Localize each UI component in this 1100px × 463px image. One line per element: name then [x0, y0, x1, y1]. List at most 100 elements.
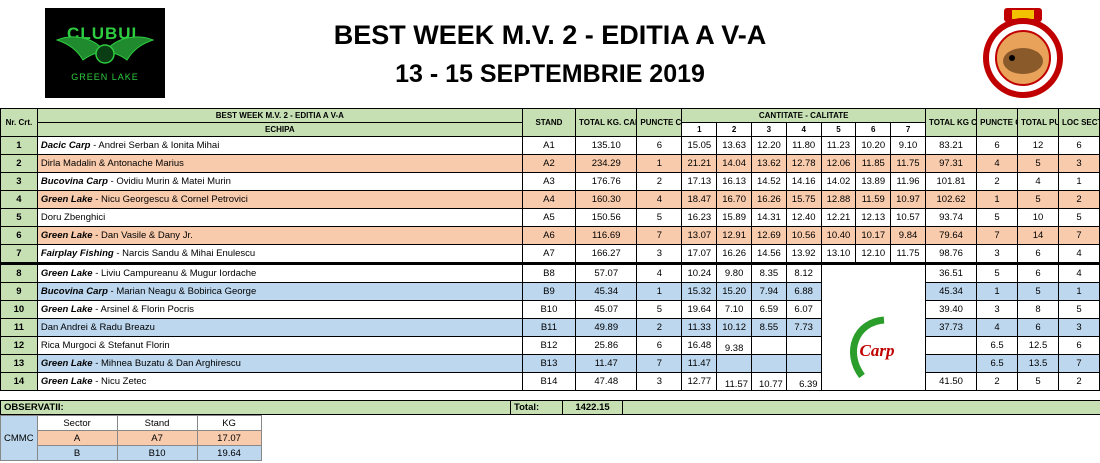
row-number: 10	[0, 300, 38, 319]
loc-sector-cell: 3	[1057, 154, 1100, 173]
fish-weight-cell: 9.10	[890, 136, 926, 155]
fish-weight-cell: 12.91	[716, 226, 752, 245]
stand-cell: A7	[521, 244, 577, 264]
team-name-cell: Green Lake - Nicu Georgescu & Cornel Pet…	[36, 190, 523, 209]
table-row: 9 Bucovina Carp - Marian Neagu & Bobirica…	[0, 282, 1100, 301]
fish-weight-cell: 11.85	[855, 154, 892, 173]
puncte-calit-cell: 3	[976, 244, 1019, 264]
loc-sector-cell: 7	[1057, 354, 1100, 373]
loc-sector-cell: 2	[1057, 372, 1100, 391]
team-members: - Arsinel & Florin Pocris	[92, 304, 194, 315]
team-members: Dirla Madalin & Antonache Marius	[40, 158, 184, 169]
stand-cell: A1	[521, 136, 577, 155]
total-kg-cell: 57.07	[575, 262, 638, 283]
total-kg-calitate-cell: 102.62	[924, 190, 978, 209]
cmmc-cell: A	[36, 430, 118, 446]
table-row: 6 Green Lake - Dan Vasile & Dany Jr. A6 116…	[0, 226, 1100, 245]
total-puncte-cell: 12	[1017, 136, 1059, 155]
total-kg-cell: 135.10	[575, 136, 638, 155]
loc-sector-cell: 5	[1057, 208, 1100, 227]
team-club: Dacic Carp	[40, 140, 91, 151]
stand-cell: B12	[521, 336, 577, 355]
team-club: Green Lake	[40, 304, 93, 315]
fish-weight-cell: 18.47	[681, 190, 718, 209]
row-number: 8	[0, 262, 38, 283]
stand-cell: B8	[521, 262, 577, 283]
total-kg-calitate-cell: 97.31	[924, 154, 978, 173]
team-name-cell: Dan Andrei & Radu Breazu	[36, 318, 523, 337]
table-row: 10 Green Lake - Arsinel & Florin Pocris B1…	[0, 300, 1100, 319]
fish-weight-cell: 14.16	[785, 172, 822, 191]
loc-sector-cell: 5	[1057, 300, 1100, 319]
puncte-cant-cell: 5	[636, 300, 683, 319]
total-kg-cell: 160.30	[575, 190, 638, 209]
stand-cell: B11	[521, 318, 577, 337]
stand-cell: B14	[521, 372, 577, 391]
total-puncte-cell: 8	[1017, 300, 1059, 319]
fish-weight-cell: 13.10	[820, 244, 857, 264]
fish-weight-cell: 12.40	[785, 208, 822, 227]
puncte-calit-cell: 1	[976, 282, 1019, 301]
total-kg-calitate-cell: 98.76	[924, 244, 978, 264]
fish-weight-cell: 6.07	[785, 300, 822, 319]
team-club: Green Lake	[40, 230, 93, 241]
table-row: 8 Green Lake - Liviu Campureanu & Mugur I…	[0, 262, 1100, 391]
fish-weight-cell: 15.20	[716, 282, 752, 301]
header-fish-6: 6	[855, 122, 892, 137]
fish-weight-cell: 11.80	[785, 136, 822, 155]
fish-weight-cell: 12.88	[820, 190, 857, 209]
fish-weight-cell: 15.75	[785, 190, 822, 209]
table-row: 1 Dacic Carp - Andrei Serban & Ionita Mih…	[0, 136, 1100, 155]
fish-weight-cell: 14.52	[751, 172, 787, 191]
team-members: - Mihnea Buzatu & Dan Arghirescu	[92, 358, 241, 369]
fish-weight-cell: 13.89	[855, 172, 892, 191]
total-kg-cell: 234.29	[575, 154, 638, 173]
total-kg-cell: 47.48	[575, 372, 638, 391]
team-club: Bucovina Carp	[40, 286, 108, 297]
team-members: - Nicu Georgescu & Cornel Petrovici	[92, 194, 248, 205]
fish-weight-cell: 7.10	[716, 300, 752, 319]
total-kg-calitate-cell: 39.40	[924, 300, 978, 319]
fish-weight-cell: 10.24	[681, 262, 718, 283]
row-number: 1	[0, 136, 38, 155]
fish-weight-cell: 16.48	[681, 336, 718, 355]
cmmc-header: Stand	[116, 415, 198, 431]
team-name-cell: Green Lake - Arsinel & Florin Pocris	[36, 300, 523, 319]
fish-weight-cell: 14.02	[820, 172, 857, 191]
row-number: 6	[0, 226, 38, 245]
fish-weight-cell: 13.07	[681, 226, 718, 245]
team-club: Green Lake	[40, 376, 93, 387]
team-members: - Nicu Zetec	[92, 376, 147, 387]
puncte-cant-cell: 3	[636, 372, 683, 391]
header-fish-4: 4	[785, 122, 822, 137]
stand-cell: A6	[521, 226, 577, 245]
total-kg-calitate-cell: 37.73	[924, 318, 978, 337]
puncte-cant-cell: 5	[636, 208, 683, 227]
table-row: 2 Dirla Madalin & Antonache Marius A2 234.2…	[0, 154, 1100, 173]
loc-sector-cell: 6	[1057, 136, 1100, 155]
table-row: 12 Rica Murgoci & Stefanut Florin B12 25.86…	[0, 336, 1100, 355]
total-kg-cell: 45.07	[575, 300, 638, 319]
puncte-cant-cell: 1	[636, 154, 683, 173]
event-title: BEST WEEK M.V. 2 - EDITIA A V-A	[333, 20, 767, 50]
header-puncte-calit: PUNCTE CALIT.	[976, 108, 1019, 137]
team-members: - Ovidiu Murin & Matei Murin	[107, 176, 231, 187]
fish-weight-cell: 10.17	[855, 226, 892, 245]
team-members: - Liviu Campureanu & Mugur Iordache	[92, 268, 257, 279]
total-puncte-cell: 6	[1017, 244, 1059, 264]
lacul-moara-vlasiei-logo	[983, 8, 1063, 98]
loc-sector-cell: 2	[1057, 190, 1100, 209]
total-kg-cell: 176.76	[575, 172, 638, 191]
wings-icon	[55, 36, 155, 64]
loc-sector-cell: 4	[1057, 244, 1100, 264]
puncte-calit-cell: 1	[976, 190, 1019, 209]
team-members: Dan Andrei & Radu Breazu	[40, 322, 155, 333]
fish-weight-cell: 10.12	[716, 318, 752, 337]
header-fish-7: 7	[890, 122, 926, 137]
stand-cell: A4	[521, 190, 577, 209]
header-total-puncte: TOTAL PUNCTE	[1017, 108, 1059, 137]
fish-weight-cell	[785, 336, 822, 355]
fish-weight-cell	[716, 354, 752, 373]
total-kg-calitate-cell: 83.21	[924, 136, 978, 155]
total-puncte-cell: 5	[1017, 190, 1059, 209]
